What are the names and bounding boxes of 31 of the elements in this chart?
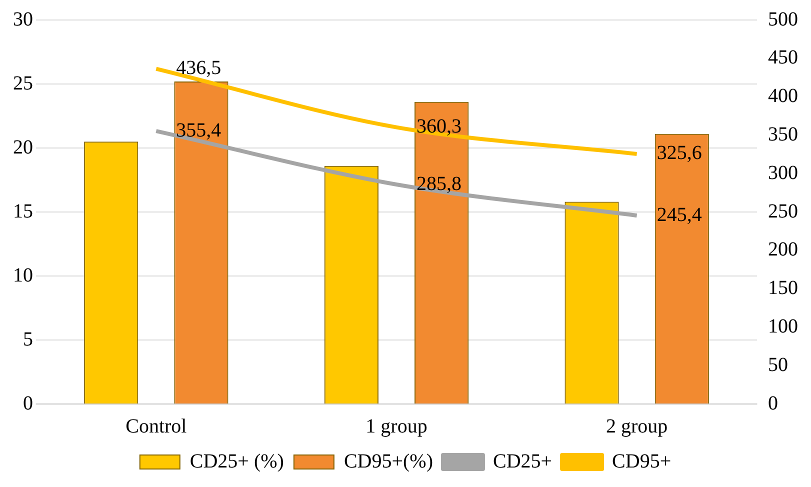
- y-tick-label: 15: [13, 200, 33, 222]
- y2-tick-label: 150: [768, 277, 798, 300]
- legend-label: CD95+(%): [344, 450, 433, 472]
- legend-label: CD25+ (%): [190, 450, 284, 472]
- x-tick-label: 1 group: [366, 415, 428, 438]
- y-tick-label: 25: [13, 72, 33, 94]
- x-tick-label: 2 group: [606, 415, 668, 438]
- y2-tick-label: 350: [768, 123, 798, 146]
- y-tick-label: 20: [13, 136, 33, 158]
- y2-tick-label: 400: [768, 85, 798, 108]
- y2-tick-label: 500: [768, 8, 798, 30]
- x-tick-label: Control: [126, 415, 188, 438]
- y2-tick-label: 450: [768, 46, 798, 69]
- y2-tick-label: 100: [768, 315, 798, 338]
- data-label: 285,8: [416, 172, 462, 195]
- y2-tick-label: 0: [768, 392, 778, 414]
- y2-tick-label: 250: [768, 200, 798, 222]
- y-tick-label: 0: [23, 392, 33, 414]
- y-tick-label: 30: [13, 8, 33, 30]
- legend-label: CD95+: [612, 450, 672, 472]
- data-label: 325,6: [656, 142, 702, 164]
- y2-tick-label: 50: [768, 354, 788, 376]
- data-label: 245,4: [656, 204, 702, 226]
- data-label: 355,4: [176, 119, 222, 142]
- y-tick-label: 10: [13, 264, 33, 286]
- legend-label: CD25+: [492, 450, 552, 472]
- data-label: 360,3: [416, 116, 462, 138]
- y2-tick-label: 300: [768, 162, 798, 184]
- y2-tick-label: 200: [768, 238, 798, 261]
- data-label: 436,5: [176, 57, 222, 80]
- y-tick-label: 5: [23, 328, 33, 350]
